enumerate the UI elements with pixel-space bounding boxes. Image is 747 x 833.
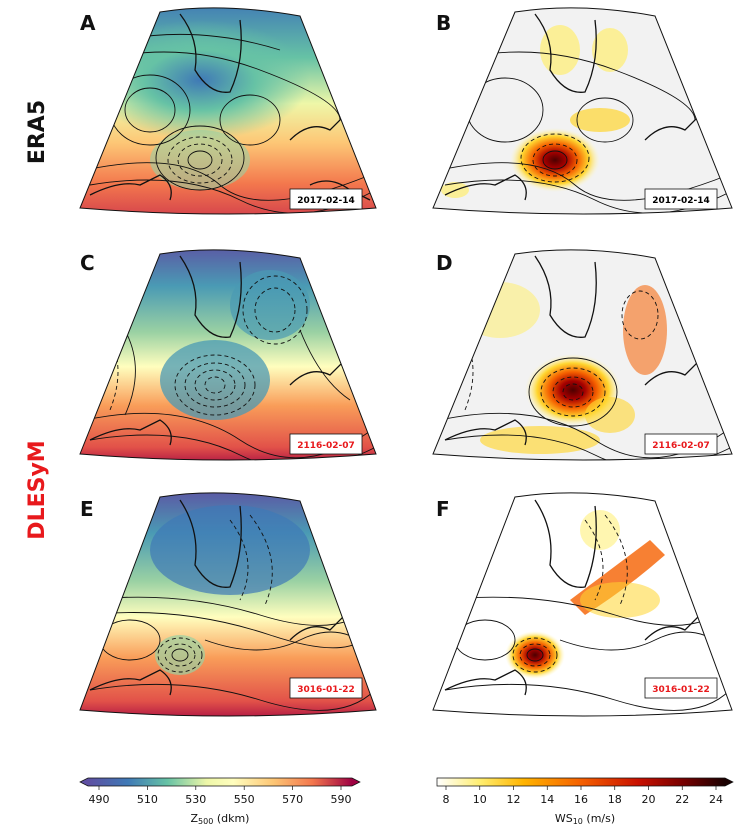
panel-b: 2017-02-14 B [432,7,733,215]
panel-f: 3016-01-22 F [432,492,733,717]
row-label-era5: ERA5 [25,100,50,164]
panel-a-letter: A [80,11,96,35]
panel-c-date: 2116-02-07 [297,441,355,451]
colorbar-z500-tick-label: 590 [331,793,352,806]
panel-d: 2116-02-07 D [432,249,733,461]
colorbar-ws10-tick-label: 12 [507,793,521,806]
colorbar-z500-tick-label: 570 [282,793,303,806]
colorbar-ws10-label: WS10 (m/s) [555,812,615,826]
colorbar-z500-tick-label: 510 [137,793,158,806]
colorbar-ws10-tick-label: 14 [540,793,554,806]
panel-a-date: 2017-02-14 [297,196,355,206]
panel-e-letter: E [80,497,94,521]
colorbar-z500: 490 510 530 550 570 590 Z500 (dkm) [79,777,361,826]
panel-b-letter: B [436,11,451,35]
colorbar-z500-tick-label: 550 [234,793,255,806]
colorbar-ws10-tick-label: 10 [473,793,487,806]
colorbar-ws10-tick-label: 20 [642,793,656,806]
panel-c: 2116-02-07 C [79,249,377,461]
panel-f-date: 3016-01-22 [652,685,710,695]
row-label-dlesym: DLESyM [25,440,50,539]
colorbar-z500-tick-label: 490 [89,793,110,806]
colorbar-ws10: 8 10 12 14 16 18 20 22 24 WS10 (m/s) [436,777,734,826]
panel-f-letter: F [436,497,450,521]
colorbar-ws10-tick-label: 16 [574,793,588,806]
panel-d-date: 2116-02-07 [652,441,710,451]
panel-b-date: 2017-02-14 [652,196,710,206]
panel-d-letter: D [436,251,453,275]
panel-e: 3016-01-22 E [79,492,377,717]
panel-e-date: 3016-01-22 [297,685,355,695]
colorbar-ws10-tick-label: 24 [709,793,723,806]
colorbar-ws10-tick-label: 8 [443,793,450,806]
colorbar-ws10-tick-label: 18 [608,793,622,806]
colorbar-z500-label: Z500 (dkm) [191,812,250,826]
colorbar-ws10-tick-label: 22 [675,793,689,806]
panel-a: 2017-02-14 A [79,7,377,215]
colorbar-z500-tick-label: 530 [185,793,206,806]
panel-c-letter: C [80,251,95,275]
